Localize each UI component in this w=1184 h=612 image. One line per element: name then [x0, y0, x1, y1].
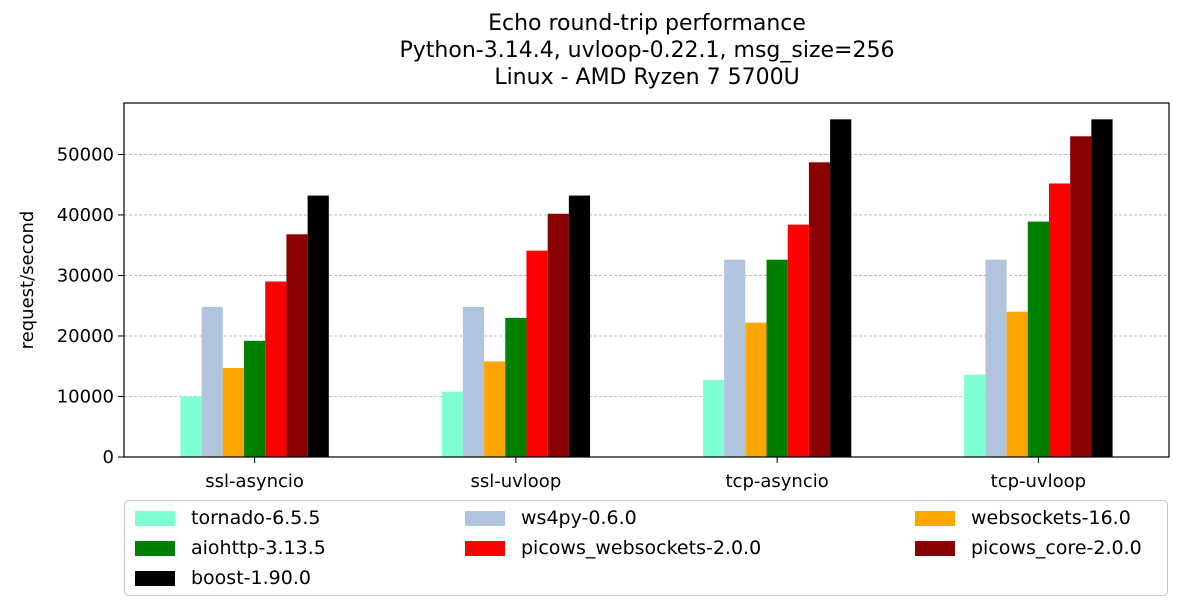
bar [766, 259, 788, 457]
legend-label: ws4py-0.6.0 [521, 507, 637, 529]
x-tick-label: ssl-asyncio [205, 471, 304, 492]
bar [180, 396, 202, 457]
legend-label: picows_websockets-2.0.0 [521, 537, 762, 559]
bar [547, 213, 569, 457]
bar [286, 234, 308, 457]
legend-swatch [915, 540, 955, 556]
y-tick-label: 40000 [57, 205, 114, 226]
bar [745, 322, 767, 457]
bar [244, 340, 266, 457]
legend-swatch [135, 510, 175, 526]
legend-item: boost-1.90.0 [135, 567, 311, 589]
bar [808, 162, 831, 458]
y-tick-label: 0 [103, 447, 114, 468]
legend-swatch [465, 510, 505, 526]
legend-item: websockets-16.0 [915, 507, 1131, 529]
bar [1070, 136, 1092, 458]
legend: tornado-6.5.5 ws4py-0.6.0 websockets-16.0 a… [124, 500, 1168, 596]
bar [484, 361, 506, 457]
chart-title: Echo round-trip performance Python-3.14.… [124, 10, 1170, 91]
y-tick-label: 30000 [57, 265, 114, 286]
bar [441, 391, 463, 457]
bar [1048, 183, 1071, 457]
bar [964, 374, 986, 457]
bar [265, 281, 287, 457]
legend-item: picows_websockets-2.0.0 [465, 537, 761, 559]
chart-title-line-3: Linux - AMD Ryzen 7 5700U [494, 65, 800, 90]
plot-frame [123, 102, 1170, 458]
y-tick-label: 50000 [57, 144, 114, 165]
y-axis-label: request/second [17, 211, 38, 350]
bar [201, 306, 223, 457]
bar [1027, 221, 1049, 457]
legend-label: websockets-16.0 [971, 507, 1131, 529]
bar [1006, 311, 1028, 457]
legend-item: aiohttp-3.13.5 [135, 537, 326, 559]
legend-swatch [135, 570, 175, 586]
bar [787, 224, 809, 457]
bar [1091, 119, 1113, 457]
y-tick-label: 20000 [57, 326, 114, 347]
bar [307, 195, 329, 458]
legend-swatch [465, 540, 505, 556]
legend-label: aiohttp-3.13.5 [191, 537, 326, 559]
legend-item: tornado-6.5.5 [135, 507, 320, 529]
chart-title-line-1: Echo round-trip performance [488, 11, 806, 36]
bar [462, 306, 485, 457]
legend-swatch [915, 510, 955, 526]
legend-label: picows_core-2.0.0 [971, 537, 1142, 559]
legend-label: tornado-6.5.5 [191, 507, 321, 529]
chart-title-line-2: Python-3.14.4, uvloop-0.22.1, msg_size=2… [399, 38, 895, 63]
bar [985, 259, 1007, 457]
legend-swatch [135, 540, 175, 556]
x-tick-label: tcp-asyncio [725, 471, 828, 492]
x-tick-label: tcp-uvloop [991, 471, 1086, 492]
bar [724, 259, 746, 457]
legend-item: ws4py-0.6.0 [465, 507, 637, 529]
bar [222, 368, 245, 457]
bar [526, 250, 548, 457]
x-tick-label: ssl-uvloop [470, 471, 561, 492]
bar [505, 317, 527, 457]
bar [702, 380, 725, 457]
bar [830, 119, 852, 457]
legend-label: boost-1.90.0 [191, 567, 311, 589]
y-tick-label: 10000 [57, 386, 114, 407]
legend-item: picows_core-2.0.0 [915, 537, 1142, 559]
bar [568, 195, 591, 458]
